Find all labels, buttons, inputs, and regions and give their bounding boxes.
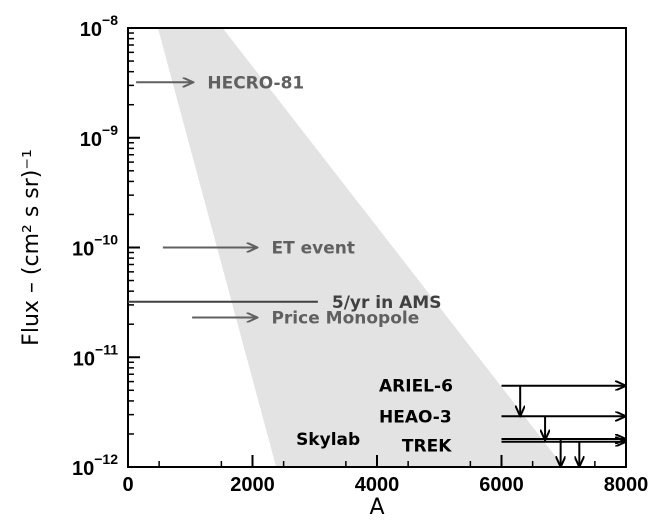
y-tick-label: 10−11 xyxy=(73,341,118,370)
limit-label: TREK xyxy=(402,437,452,457)
y-tick-label: 10−9 xyxy=(80,122,118,151)
x-tick-label: 2000 xyxy=(230,474,275,496)
allowed-region xyxy=(157,28,564,467)
x-axis-label: A xyxy=(369,495,384,520)
y-tick-label: 10−12 xyxy=(72,451,118,480)
x-tick-label: 6000 xyxy=(479,474,524,496)
x-tick-label: 8000 xyxy=(604,474,649,496)
observation-label: 5/yr in AMS xyxy=(332,293,442,313)
y-tick-label: 10−10 xyxy=(72,232,118,261)
observation-label: ET event xyxy=(271,239,355,259)
limit-label: Skylab xyxy=(296,430,360,450)
observation-label: HECRO-81 xyxy=(207,73,304,93)
limit-label: HEAO-3 xyxy=(379,407,452,427)
y-tick-label: 10−8 xyxy=(80,12,118,41)
observation-label: Price Monopole xyxy=(271,309,419,329)
x-tick-label: 4000 xyxy=(355,474,400,496)
x-tick-label: 0 xyxy=(122,474,133,496)
limit-label: ARIEL-6 xyxy=(379,377,453,397)
y-axis-label: Flux – (cm² s sr)⁻¹ xyxy=(19,149,44,346)
